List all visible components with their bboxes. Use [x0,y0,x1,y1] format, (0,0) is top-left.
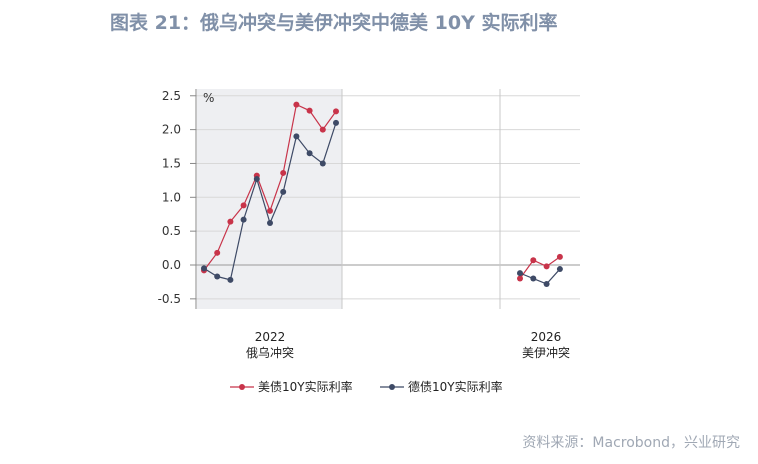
data-point-us [227,218,234,225]
y-tick-label: 1.0 [162,190,181,204]
y-tick-label: 1.5 [162,156,181,170]
source-note: 资料来源：Macrobond，兴业研究 [522,435,740,451]
data-point-us [293,101,300,108]
data-point-us [214,249,221,256]
data-point-us [333,108,339,115]
y-tick-label: 0.5 [162,224,181,238]
series-line-us [519,256,561,279]
data-point-de [530,275,537,282]
data-point-de [214,273,221,280]
legend-label: 美债10Y实际利率 [258,379,353,394]
data-point-de [267,220,273,227]
data-point-de [517,270,523,277]
chart-title: 图表 21：俄乌冲突与美伊冲突中德美 10Y 实际利率 [110,12,558,34]
data-point-us [517,275,523,282]
data-point-de [306,150,313,157]
data-point-de [227,276,234,283]
data-point-us [306,107,313,114]
legend-marker [239,384,245,390]
data-point-us [556,253,563,260]
data-point-us [280,169,287,176]
data-point-de [333,119,339,126]
data-point-de [543,280,550,287]
x-category-year: 2022 [255,330,286,344]
legend-marker [389,384,395,390]
data-point-de [253,176,260,183]
data-point-de [293,133,300,140]
data-point-de [280,188,287,195]
data-point-us [543,263,550,270]
legend-label: 德债10Y实际利率 [408,379,503,394]
data-point-de [319,160,326,167]
unit-label: % [203,91,214,105]
x-category-event: 俄乌冲突 [246,345,294,360]
data-point-us [319,126,326,133]
y-tick-label: 2.5 [162,89,181,103]
y-tick-label: 2.0 [162,123,181,137]
data-point-de [201,265,207,272]
series-line-de [519,268,561,285]
data-point-us [267,207,273,214]
data-point-de [556,266,563,273]
data-point-de [240,216,247,223]
y-tick-label: -0.5 [158,292,181,306]
x-category-year: 2026 [531,330,562,344]
data-point-us [530,257,537,264]
shaded-region-2022 [197,89,342,309]
data-point-us [240,202,247,209]
x-category-event: 美伊冲突 [522,345,570,360]
y-tick-label: 0.0 [162,258,181,272]
